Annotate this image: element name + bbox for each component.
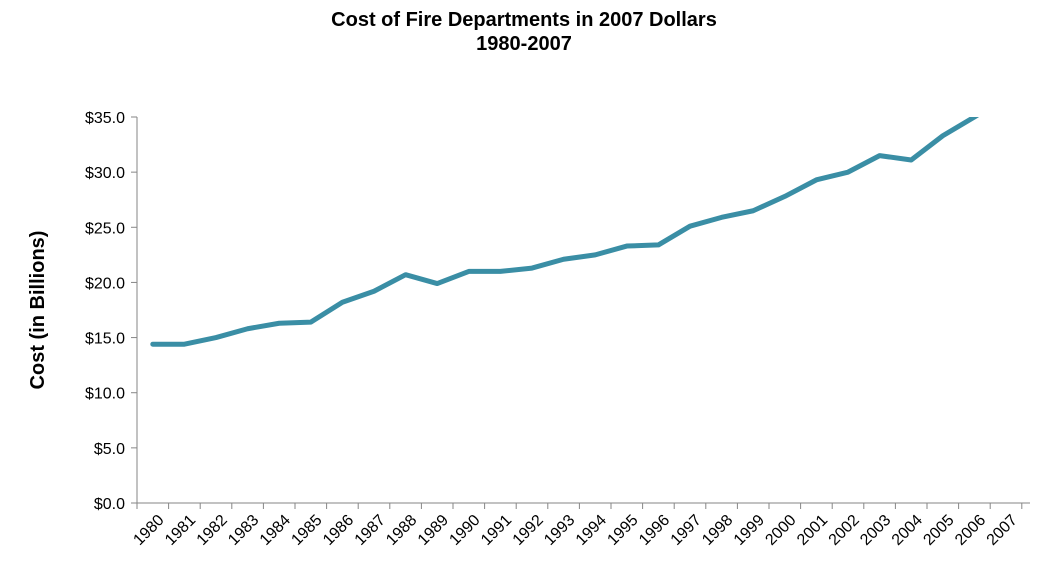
data-point [183,343,185,345]
x-tick-label: 1988 [383,512,420,549]
data-point [468,270,470,272]
data-point [973,117,975,118]
data-point [1006,97,1007,98]
data-point [942,135,944,137]
x-tick-label: 1987 [352,512,389,549]
x-tick-label: 1983 [225,512,262,549]
x-axis: 1980198119821983198419851986198719881989… [130,502,1030,549]
x-tick-label: 2003 [857,512,894,549]
data-point [563,258,565,260]
series-layer [150,97,1007,347]
x-tick-label: 1991 [478,512,515,549]
x-tick-label: 1984 [257,512,294,549]
x-tick-label: 2001 [794,512,831,549]
data-point [152,343,154,345]
x-tick-label: 2004 [889,512,926,549]
data-point [405,274,407,276]
x-tick-label: 1985 [288,512,325,549]
x-tick-label: 2006 [952,512,989,549]
data-point [815,179,817,181]
chart-title-block: Cost of Fire Departments in 2007 Dollars… [0,8,1048,56]
series-line [150,117,980,347]
data-point [721,216,723,218]
y-tick-label: $35.0 [85,110,125,127]
data-point [436,283,438,285]
y-tick-label: $15.0 [85,331,125,348]
data-point [689,225,691,227]
data-point [879,155,881,157]
y-tick-label: $10.0 [85,386,125,403]
data-point [910,159,912,161]
data-point [341,301,343,303]
x-tick-label: 1990 [446,512,483,549]
data-point [373,290,375,292]
x-tick-label: 1997 [668,512,705,549]
chart-subtitle: 1980-2007 [476,33,572,55]
x-tick-label: 1986 [320,512,357,549]
chart-title: Cost of Fire Departments in 2007 Dollars [331,9,717,31]
x-tick-label: 1994 [573,512,610,549]
x-tick-label: 1996 [636,512,673,549]
data-point [657,244,659,246]
x-tick-label: 2002 [826,512,863,549]
data-point [531,267,533,269]
data-point [278,322,280,324]
data-point [499,270,501,272]
data-point [247,328,249,330]
x-tick-label: 1980 [130,512,167,549]
data-point [847,171,849,173]
data-point [626,245,628,247]
y-tick-label: $30.0 [85,165,125,182]
data-point [594,254,596,256]
x-tick-label: 1992 [510,512,547,549]
y-tick-label: $5.0 [94,441,125,458]
y-tick-label: $0.0 [94,496,125,513]
x-tick-label: 1989 [415,512,452,549]
x-tick-label: 1993 [541,512,578,549]
x-tick-label: 2007 [984,512,1021,549]
y-tick-label: $20.0 [85,275,125,292]
x-tick-label: 2000 [762,512,799,549]
data-point [752,210,754,212]
x-tick-label: 2005 [920,512,957,549]
data-point [215,337,217,339]
data-point [310,321,312,323]
y-axis-label: Cost (in Billions) [27,231,49,390]
x-tick-label: 1981 [162,512,199,549]
x-tick-label: 1995 [604,512,641,549]
x-tick-label: 1999 [731,512,768,549]
x-tick-label: 1998 [699,512,736,549]
data-point [784,195,786,197]
y-tick-label: $25.0 [85,220,125,237]
y-axis: $0.0 $5.0 $10.0 $15.0 $20.0 $25.0 $30.0 $35.0 [85,110,138,513]
x-tick-label: 1982 [194,512,231,549]
